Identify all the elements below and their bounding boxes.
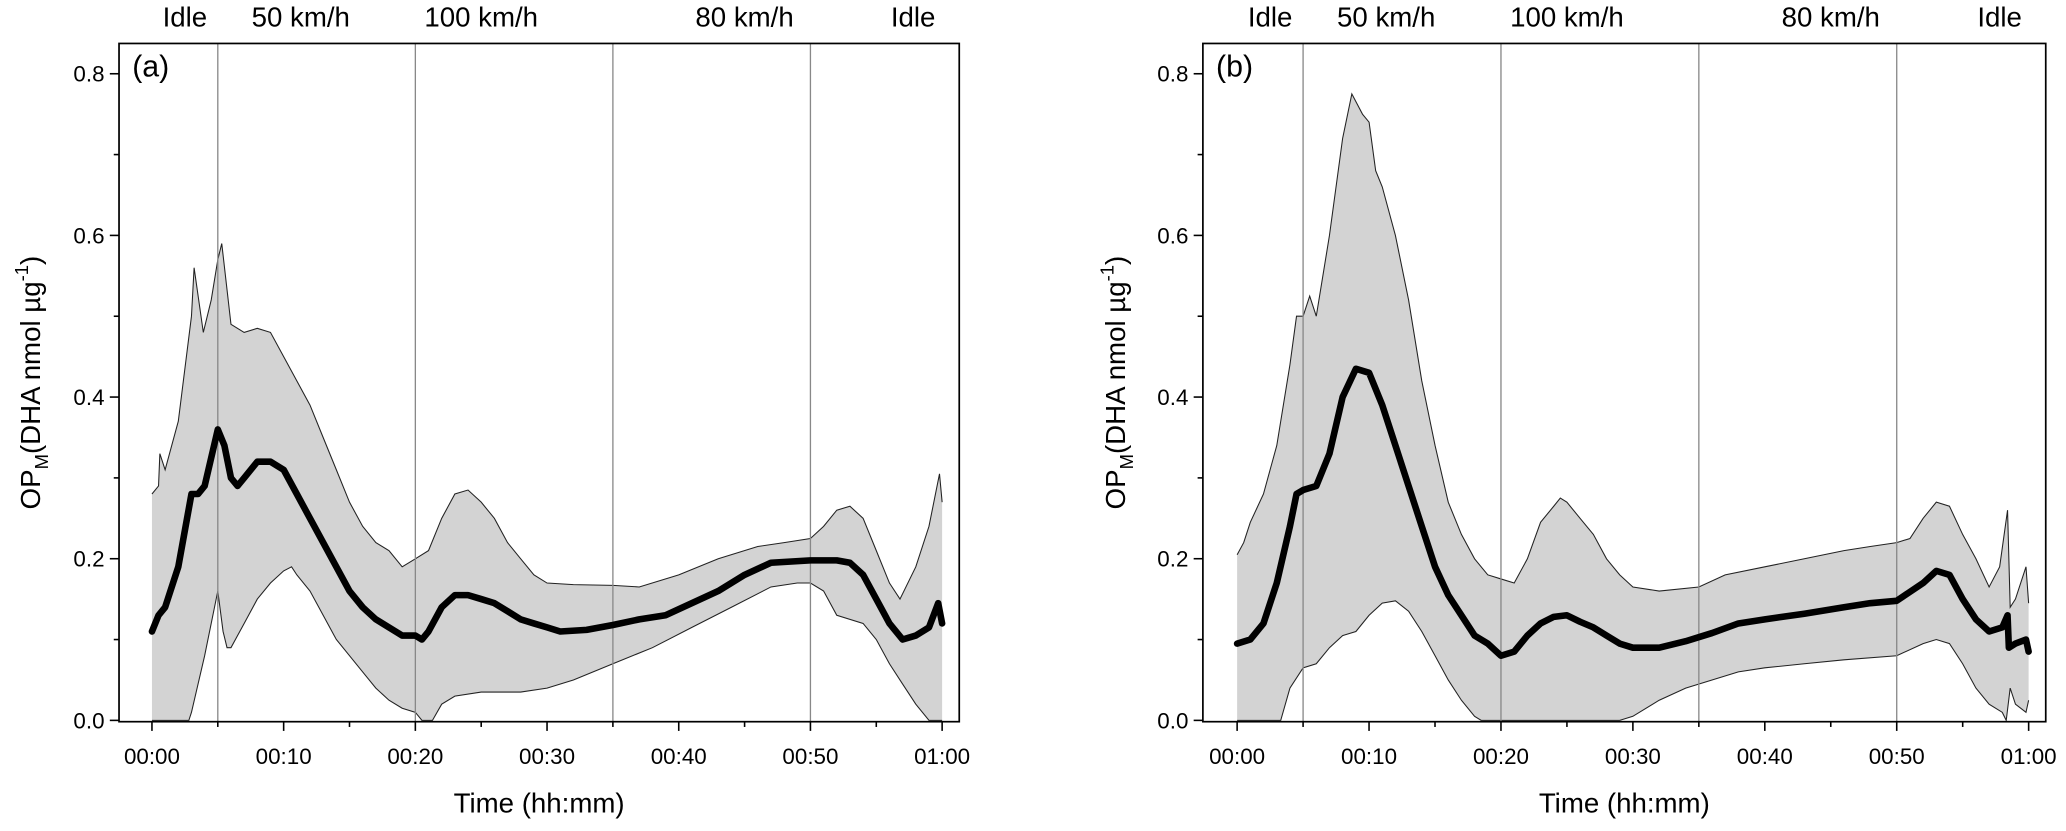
y-axis-title: OPM(DHA nmol µg-1): [1096, 256, 1137, 510]
confidence-band: [151, 243, 943, 721]
y-title-subscript: M: [31, 454, 52, 469]
phase-label: Idle: [1248, 1, 1293, 32]
mean-line: [148, 426, 946, 643]
phase-label: 80 km/h: [695, 1, 793, 32]
panel-b: 00:00 00:10 00:20 00:30 00:40 00:50 01:00 0.0 0.…: [1096, 1, 2056, 818]
x-axis-title: Time (hh:mm): [454, 788, 625, 819]
phase-label: 50 km/h: [252, 1, 350, 32]
x-tick-label: 00:20: [387, 744, 443, 769]
y-title-superscript: -1: [1096, 265, 1117, 281]
y-tick-label: 0.0: [1157, 708, 1188, 733]
mean-line: [1233, 365, 2032, 660]
panel-label: (b): [1216, 50, 1253, 83]
x-tick-label: 01:00: [914, 744, 970, 769]
x-tick-label: 00:20: [1473, 744, 1529, 769]
y-title-units: (DHA nmol µg: [15, 281, 46, 454]
x-tick-label: 00:40: [651, 744, 707, 769]
x-tick-label: 00:10: [256, 744, 312, 769]
confidence-band: [1237, 93, 2029, 721]
y-title-main: OP: [1100, 469, 1131, 509]
phase-label: 100 km/h: [424, 1, 538, 32]
y-tick-label: 0.4: [73, 385, 104, 410]
x-tick-label: 00:00: [1209, 744, 1265, 769]
phase-label: 100 km/h: [1510, 1, 1624, 32]
x-tick-label: 00:00: [124, 744, 180, 769]
y-axis-title: OPM(DHA nmol µg-1): [11, 256, 52, 510]
plot-frame: [1202, 42, 2047, 723]
y-title-superscript: -1: [11, 265, 32, 281]
phase-label: 50 km/h: [1337, 1, 1435, 32]
y-title-units: (DHA nmol µg: [1100, 281, 1131, 454]
y-title-main: OP: [15, 469, 46, 509]
x-axis-title: Time (hh:mm): [1539, 788, 1710, 819]
phase-label: Idle: [163, 1, 208, 32]
x-tick-label: 00:30: [519, 744, 575, 769]
y-tick-label: 0.8: [73, 62, 104, 87]
y-tick-label: 0.6: [1157, 223, 1188, 248]
phase-label: Idle: [891, 1, 936, 32]
y-title-close: ): [1100, 256, 1131, 265]
y-title-close: ): [15, 256, 46, 265]
phase-label: Idle: [1977, 1, 2022, 32]
upper-bound-line: [1236, 92, 2030, 609]
y-tick-label: 0.2: [1157, 547, 1188, 572]
panel-a: 00:00 00:10 00:20 00:30 00:40 00:50 01:00 0.0 0.…: [11, 1, 970, 818]
x-tick-label: 00:50: [782, 744, 838, 769]
plot-frame: [118, 42, 961, 723]
y-tick-label: 0.0: [73, 708, 104, 733]
y-tick-label: 0.4: [1157, 385, 1188, 410]
lower-bound-line: [151, 566, 943, 721]
y-tick-label: 0.6: [73, 223, 104, 248]
x-tick-label: 00:50: [1869, 744, 1925, 769]
y-tick-label: 0.8: [1157, 62, 1188, 87]
x-tick-label: 00:10: [1341, 744, 1397, 769]
phase-label: 80 km/h: [1782, 1, 1880, 32]
x-tick-label: 00:30: [1605, 744, 1661, 769]
y-tick-label: 0.2: [73, 547, 104, 572]
lower-bound-line: [1237, 600, 2030, 723]
panel-label: (a): [132, 50, 169, 83]
x-tick-label: 00:40: [1737, 744, 1793, 769]
y-title-subscript: M: [1116, 454, 1137, 469]
x-tick-label: 01:00: [2001, 744, 2057, 769]
